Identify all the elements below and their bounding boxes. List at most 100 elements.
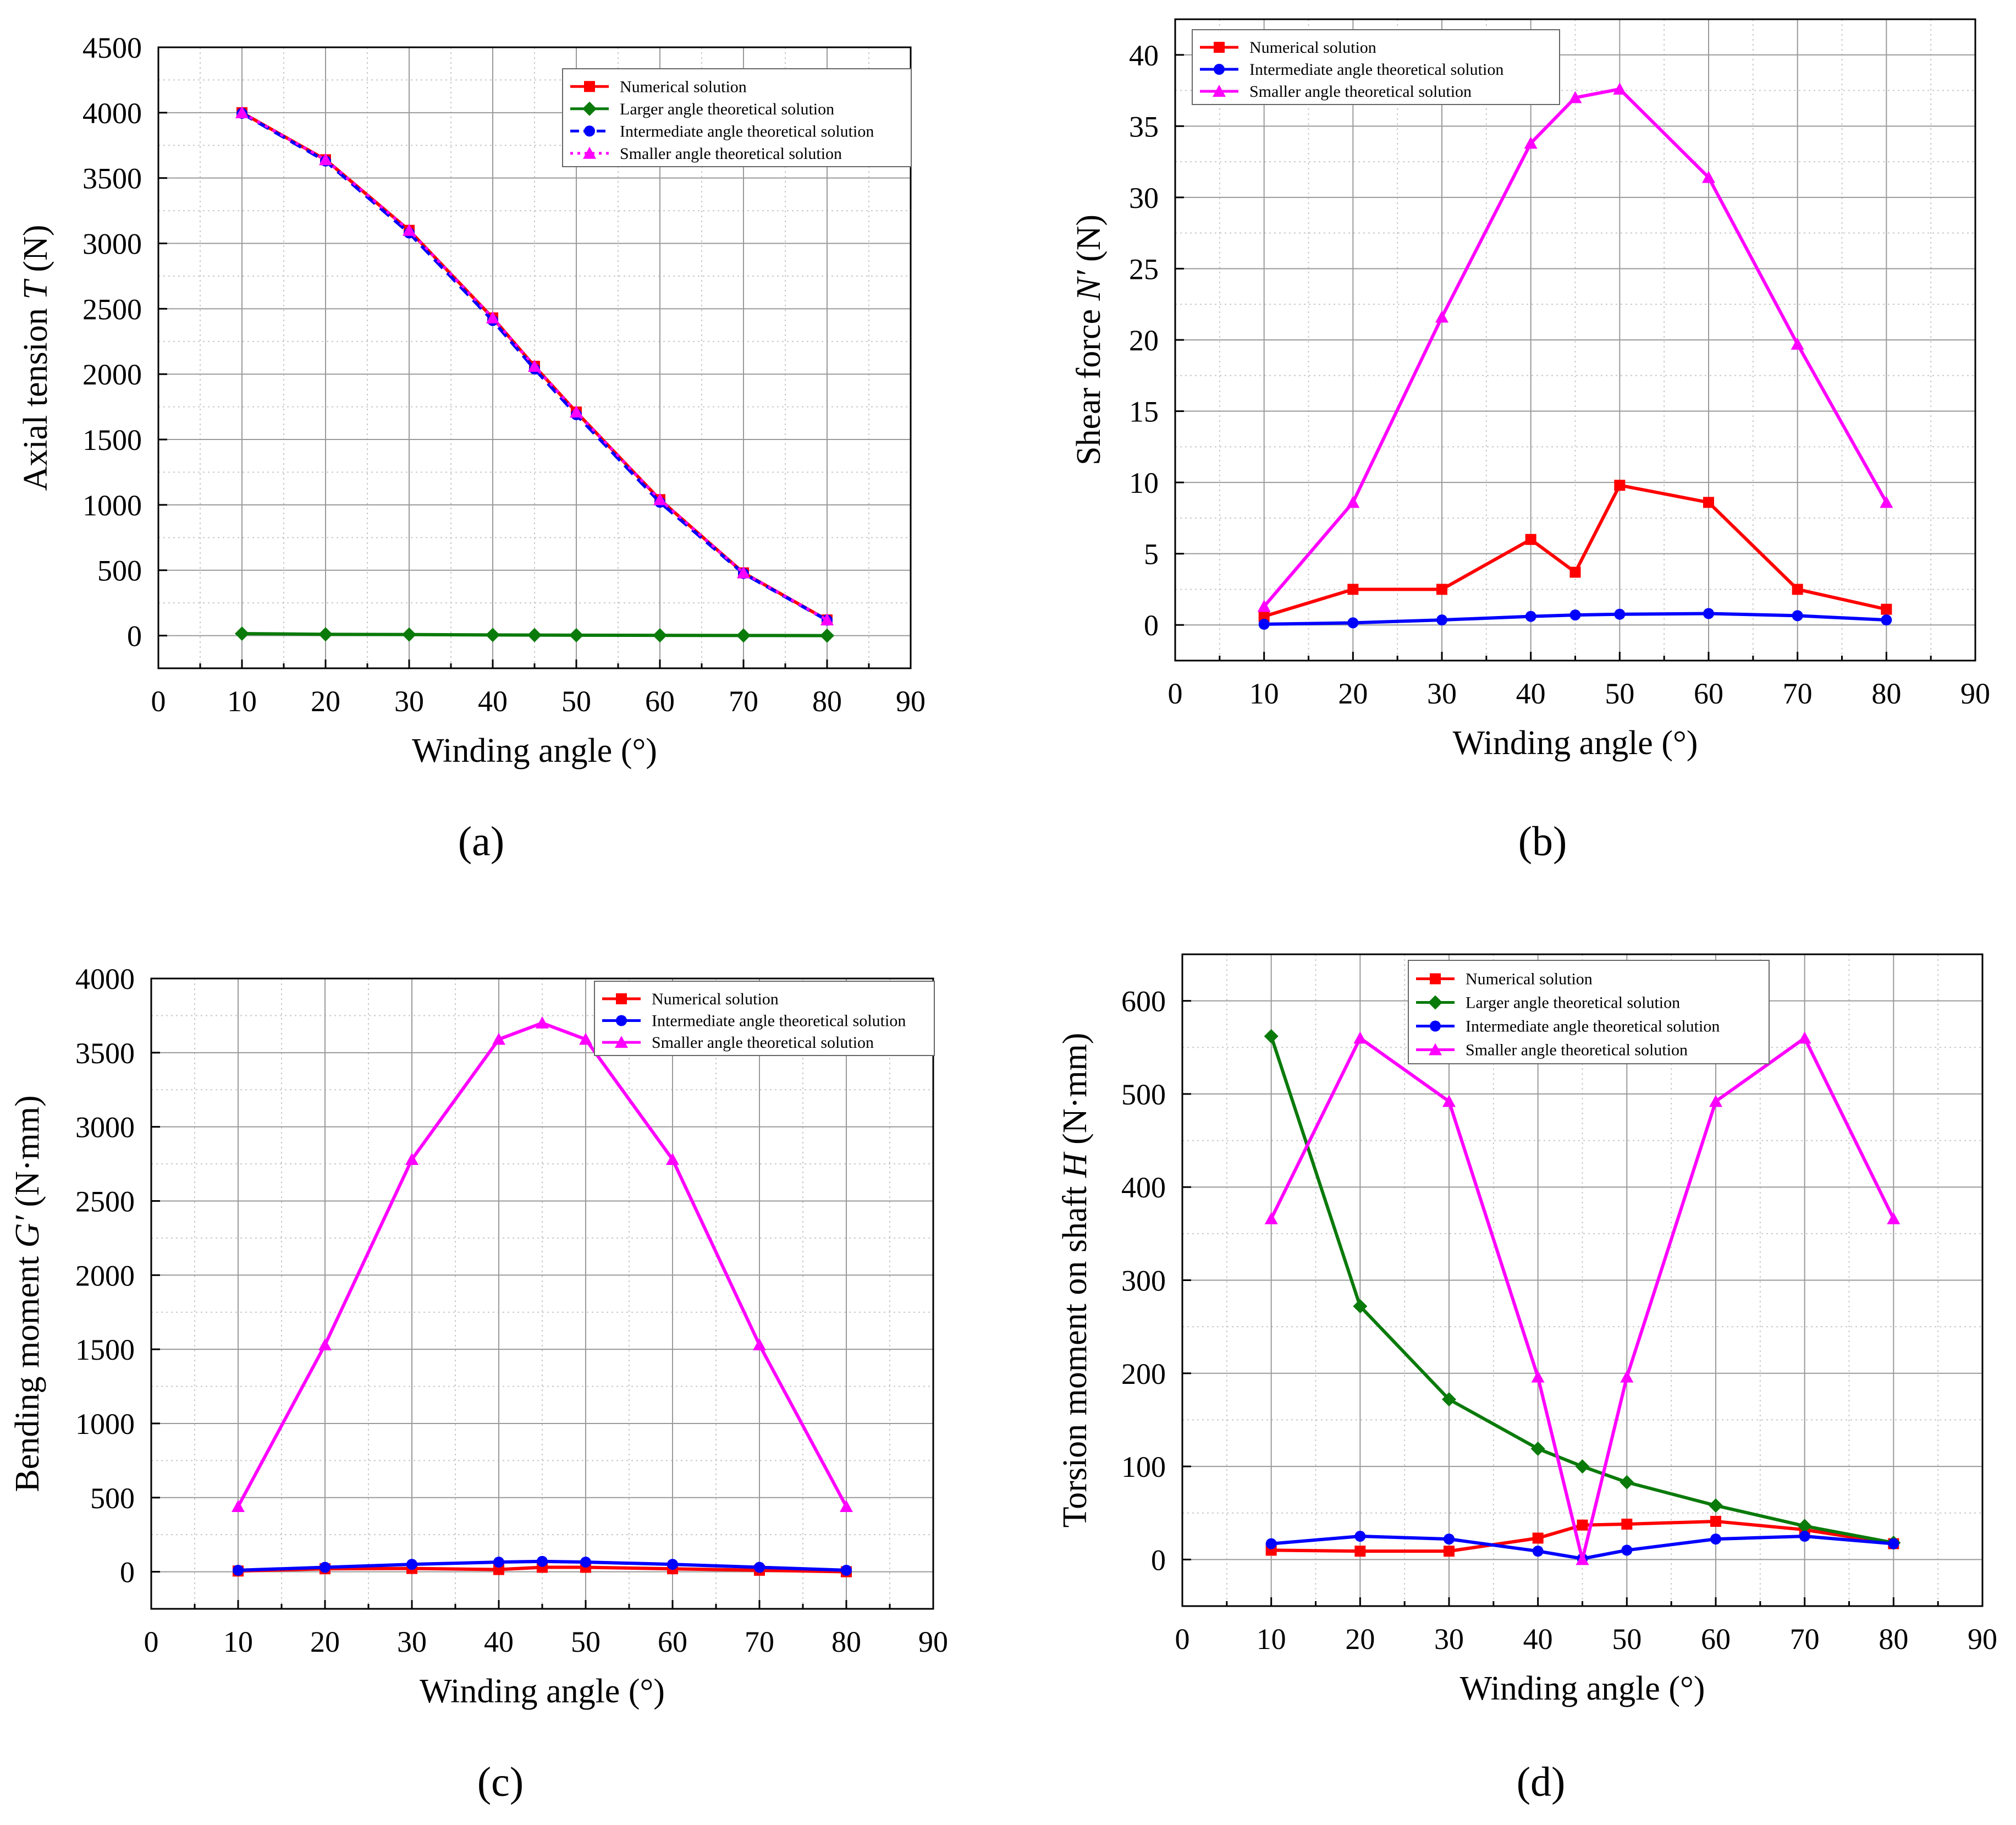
circle-marker-1 (1354, 1531, 1366, 1542)
x-tick-label: 0 (151, 685, 166, 718)
diamond-marker-5 (1620, 1475, 1634, 1489)
diamond-marker-5 (569, 628, 583, 642)
triangle-marker-0 (1264, 1212, 1278, 1224)
triangle-marker-6 (1702, 171, 1715, 183)
x-tick-label: 90 (1968, 1623, 1997, 1656)
legend: Numerical solution Intermediate angle the… (594, 981, 935, 1056)
y-tick-label: 4000 (75, 963, 135, 996)
triangle-marker-1 (319, 153, 332, 166)
y-tick-label: 2500 (82, 293, 142, 326)
triangle-marker-2 (1435, 310, 1448, 323)
diamond-marker-legend (582, 101, 597, 116)
series-intermediate (1258, 608, 1892, 630)
panel-caption: (b) (1518, 818, 1567, 865)
y-tick-label: 400 (1121, 1171, 1166, 1204)
x-tick-label: 10 (1257, 1623, 1286, 1656)
y-tick-label: 2000 (82, 358, 142, 391)
x-tick-label: 20 (1338, 677, 1368, 710)
x-tick-label: 30 (1427, 677, 1457, 710)
legend: Numerical solution Intermediate angle the… (1192, 29, 1560, 105)
triangle-marker-2 (405, 1152, 418, 1165)
circle-marker-0 (233, 1564, 244, 1576)
y-tick-label: 1000 (82, 489, 142, 522)
y-tick-label: 500 (90, 1482, 135, 1515)
y-axis-label: Axial tension T (N) (17, 225, 54, 491)
x-tick-label: 0 (1168, 677, 1183, 710)
x-tick-label: 70 (745, 1625, 774, 1658)
y-axis-label-text: Bending moment (9, 1247, 46, 1492)
x-tick-label: 60 (658, 1625, 687, 1658)
diamond-marker-0 (1264, 1029, 1279, 1043)
x-tick-label: 70 (729, 685, 758, 718)
x-axis-label: Winding angle (°) (1460, 1670, 1705, 1707)
circle-marker-8 (1881, 614, 1892, 626)
triangle-marker-5 (1620, 1370, 1634, 1383)
y-axis-label-symbol: T (17, 278, 54, 300)
circle-marker-2 (1436, 614, 1447, 626)
circle-marker-5 (580, 1557, 591, 1568)
series-numerical (1258, 480, 1892, 622)
y-tick-label: 2000 (75, 1259, 135, 1292)
triangle-marker-legend (583, 146, 596, 159)
x-tick-label: 70 (1783, 677, 1813, 710)
circle-marker-legend (1430, 1020, 1441, 1032)
circle-marker-legend (584, 125, 595, 137)
y-axis-label-symbol: N′ (1070, 270, 1108, 301)
series-smaller (232, 1016, 853, 1512)
legend-label-smaller: Smaller angle theoretical solution (620, 145, 842, 163)
square-marker-1 (1347, 584, 1359, 595)
triangle-marker-3 (1524, 136, 1538, 149)
triangle-marker-0 (235, 106, 249, 118)
square-marker-5 (1621, 1519, 1633, 1530)
legend-label-smaller: Smaller angle theoretical solution (1249, 83, 1472, 101)
square-marker-7 (1792, 584, 1803, 595)
triangle-marker-2 (1442, 1095, 1456, 1107)
square-marker-1 (1354, 1546, 1366, 1557)
y-axis-label: Bending moment G′ (N·mm) (9, 1095, 46, 1492)
y-tick-label: 0 (127, 620, 142, 653)
circle-marker-1 (1347, 617, 1359, 629)
legend-label-larger: Larger angle theoretical solution (620, 100, 834, 118)
y-tick-label: 3000 (82, 228, 142, 261)
square-marker-3 (1532, 1532, 1544, 1544)
series-larger (1264, 1029, 1901, 1550)
x-tick-label: 60 (1694, 677, 1723, 710)
diamond-marker-3 (1530, 1441, 1545, 1456)
grid (151, 978, 933, 1609)
triangle-marker-8 (840, 1499, 853, 1512)
x-tick-label: 40 (478, 685, 508, 718)
triangle-marker-1 (1346, 496, 1360, 508)
circle-marker-2 (406, 1559, 417, 1570)
legend-label-intermediate: Intermediate angle theoretical solution (652, 1012, 906, 1030)
triangle-marker-5 (570, 405, 583, 418)
y-tick-label: 4000 (82, 97, 142, 130)
square-marker-4 (1577, 1519, 1588, 1531)
y-tick-label: 0 (1144, 609, 1159, 642)
series-smaller (1257, 82, 1893, 612)
triangle-marker-8 (820, 613, 834, 626)
triangle-marker-6 (666, 1152, 679, 1165)
y-tick-label: 100 (1121, 1450, 1166, 1483)
diamond-marker-8 (820, 628, 834, 643)
y-axis-label-unit: (N·mm) (9, 1095, 46, 1216)
y-tick-label: 500 (1121, 1078, 1166, 1111)
y-axis-label-unit: (N) (1070, 215, 1108, 271)
x-tick-label: 40 (1523, 1623, 1553, 1656)
x-tick-label: 30 (394, 685, 424, 718)
y-tick-label: 500 (97, 554, 142, 587)
legend: Numerical solution Larger angle theoretic… (1408, 960, 1770, 1064)
chart-panel-d: 0 10 20 30 40 50 60 70 80 90 0 100 200 300 400 500 600 Wi… (1056, 953, 1997, 1805)
triangle-marker-7 (1791, 337, 1804, 350)
x-tick-label: 80 (831, 1625, 861, 1658)
x-tick-label: 80 (1879, 1623, 1908, 1656)
triangle-marker-5 (1613, 82, 1627, 95)
triangle-marker-6 (653, 493, 667, 505)
chart-panel-b: 0 10 20 30 40 50 60 70 80 90 0 5 10 15 20 25 30 35 40 Windi… (1070, 18, 1990, 865)
x-tick-label: 90 (896, 685, 926, 718)
x-tick-label: 80 (812, 685, 842, 718)
x-tick-label: 40 (484, 1625, 514, 1658)
x-tick-label: 70 (1790, 1623, 1820, 1656)
legend-box (1408, 960, 1770, 1064)
diamond-marker-0 (235, 626, 249, 641)
square-marker-3 (1525, 534, 1536, 545)
